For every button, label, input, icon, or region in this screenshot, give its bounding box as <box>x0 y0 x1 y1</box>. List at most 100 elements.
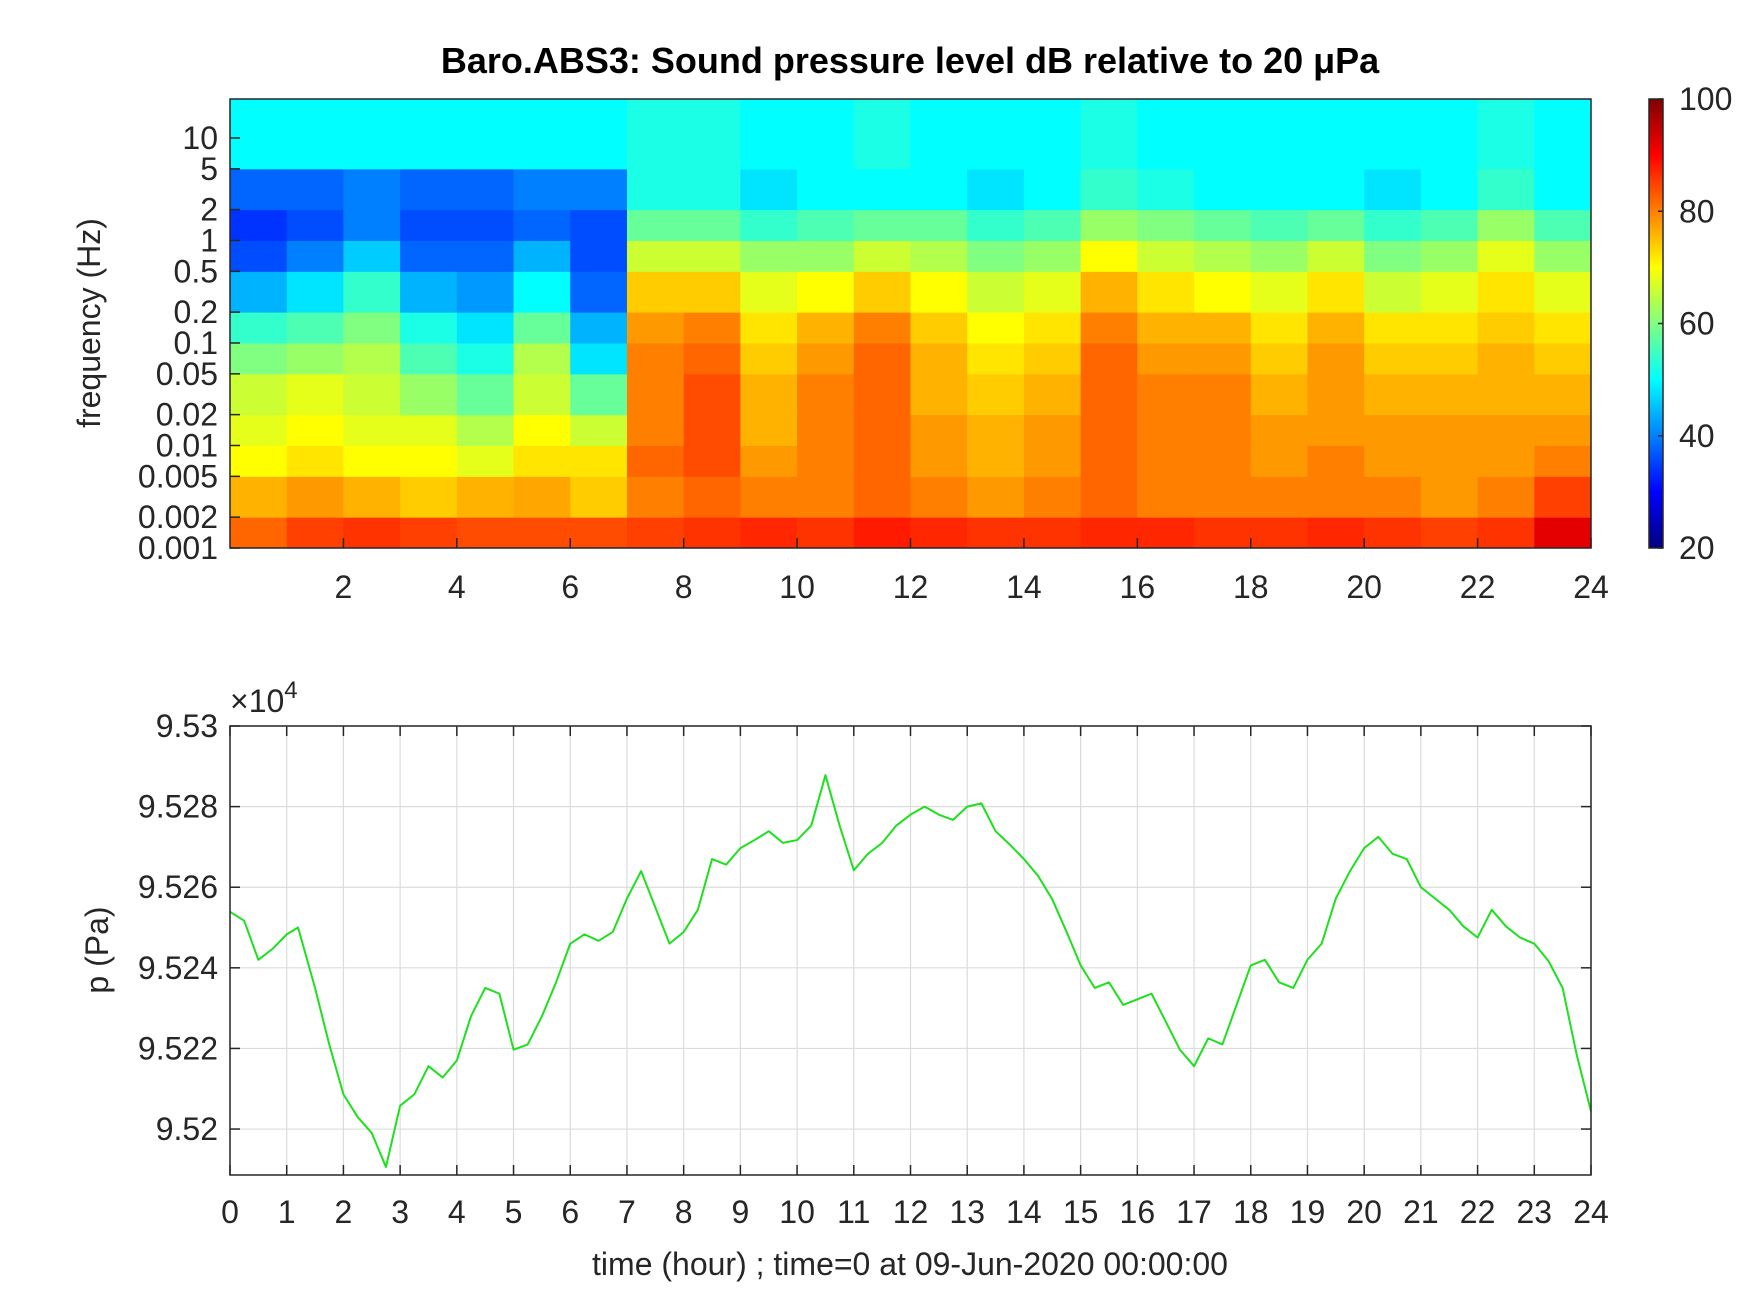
x-tick-label: 5 <box>505 1194 523 1230</box>
heatmap-cell <box>343 99 401 170</box>
heatmap-cell <box>626 414 685 446</box>
heatmap-cell <box>967 312 1025 344</box>
heatmap-cell <box>1137 240 1195 272</box>
heatmap-cell <box>1137 517 1195 549</box>
heatmap-cell <box>343 414 401 446</box>
heatmap-cell <box>797 209 855 241</box>
heatmap-cell <box>626 445 685 477</box>
heatmap-cell <box>1534 168 1592 211</box>
heatmap-cell <box>400 209 458 241</box>
y-axis-label: p (Pa) <box>79 906 115 993</box>
x-tick-label: 15 <box>1063 1194 1099 1230</box>
heatmap-cell <box>286 342 344 375</box>
heatmap-cell <box>1420 240 1479 272</box>
x-tick-label: 3 <box>391 1194 409 1230</box>
x-tick-label: 0 <box>221 1194 239 1230</box>
heatmap-cell <box>1080 240 1138 272</box>
heatmap-cell <box>1080 271 1138 313</box>
heatmap-cell <box>1420 312 1479 344</box>
heatmap-cell <box>456 414 515 446</box>
heatmap-cell <box>1477 209 1535 241</box>
heatmap-cell <box>853 240 911 272</box>
heatmap-cell <box>456 99 515 170</box>
heatmap-cell <box>853 373 911 416</box>
heatmap-cell <box>570 99 628 170</box>
x-tick-label: 10 <box>779 569 815 605</box>
heatmap-cell <box>1307 414 1365 446</box>
heatmap-cell <box>683 271 741 313</box>
heatmap-cell <box>1534 373 1592 416</box>
heatmap-cell <box>1137 209 1195 241</box>
heatmap-cell <box>230 445 288 477</box>
heatmap-cell <box>967 342 1025 375</box>
heatmap-cell <box>626 209 685 241</box>
heatmap-cell <box>626 476 685 518</box>
heatmap-cell <box>1477 240 1535 272</box>
heatmap-cell <box>1420 414 1479 446</box>
colorbar-tick-label: 40 <box>1679 418 1715 454</box>
heatmap-cell <box>967 476 1025 518</box>
heatmap-cell <box>910 414 968 446</box>
heatmap-cell <box>626 271 685 313</box>
y-tick-label: 9.522 <box>138 1030 218 1066</box>
heatmap-cell <box>1307 342 1365 375</box>
heatmap-cell <box>456 271 515 313</box>
heatmap-cell <box>456 517 515 549</box>
heatmap-cell <box>343 240 401 272</box>
heatmap-cell <box>1477 312 1535 344</box>
heatmap-cell <box>910 99 968 170</box>
heatmap-cell <box>626 240 685 272</box>
heatmap-cell <box>1250 209 1308 241</box>
heatmap-cell <box>1534 312 1592 344</box>
heatmap-cell <box>626 312 685 344</box>
heatmap-cell <box>286 240 344 272</box>
heatmap-cell <box>740 209 798 241</box>
heatmap-cell <box>853 414 911 446</box>
heatmap-cell <box>683 373 741 416</box>
heatmap-cell <box>1534 99 1592 170</box>
heatmap-cell <box>286 271 344 313</box>
heatmap-cell <box>1023 312 1082 344</box>
y-tick-label: 5 <box>200 151 218 187</box>
x-tick-label: 17 <box>1176 1194 1212 1230</box>
heatmap-cell <box>1307 240 1365 272</box>
x-tick-label: 1 <box>278 1194 296 1230</box>
heatmap-cell <box>570 342 628 375</box>
heatmap-cell <box>740 312 798 344</box>
heatmap-cell <box>1364 476 1422 518</box>
heatmap-cell <box>1420 476 1479 518</box>
heatmap-cell <box>1080 168 1138 211</box>
heatmap-cell <box>967 99 1025 170</box>
heatmap-cell <box>1194 373 1252 416</box>
heatmap-cell <box>1364 168 1422 211</box>
heatmap-cell <box>853 476 911 518</box>
heatmap-cell <box>967 168 1025 211</box>
heatmap-cell <box>1137 312 1195 344</box>
heatmap-cell <box>1137 271 1195 313</box>
heatmap-cell <box>1250 99 1308 170</box>
heatmap-cell <box>1137 414 1195 446</box>
heatmap-cell <box>1080 373 1138 416</box>
heatmap-cell <box>740 271 798 313</box>
heatmap-cell <box>343 312 401 344</box>
y-offset-exponent: 4 <box>284 677 297 704</box>
heatmap-cell <box>400 373 458 416</box>
heatmap-cell <box>400 312 458 344</box>
heatmap-cell <box>1250 271 1308 313</box>
heatmap-cell <box>1137 168 1195 211</box>
y-tick-label: 0.1 <box>174 325 218 361</box>
heatmap-cell <box>1420 168 1479 211</box>
x-tick-label: 6 <box>561 1194 579 1230</box>
x-tick-label: 2 <box>335 1194 353 1230</box>
heatmap-cell <box>456 168 515 211</box>
heatmap-cell <box>1307 209 1365 241</box>
heatmap-cell <box>570 271 628 313</box>
heatmap-cell <box>1420 99 1479 170</box>
heatmap-cell <box>230 271 288 313</box>
heatmap-cell <box>1250 414 1308 446</box>
heatmap-cell <box>513 271 571 313</box>
heatmap-cell <box>570 209 628 241</box>
x-tick-label: 2 <box>335 569 353 605</box>
heatmap-cell <box>1420 445 1479 477</box>
heatmap-cell <box>910 209 968 241</box>
